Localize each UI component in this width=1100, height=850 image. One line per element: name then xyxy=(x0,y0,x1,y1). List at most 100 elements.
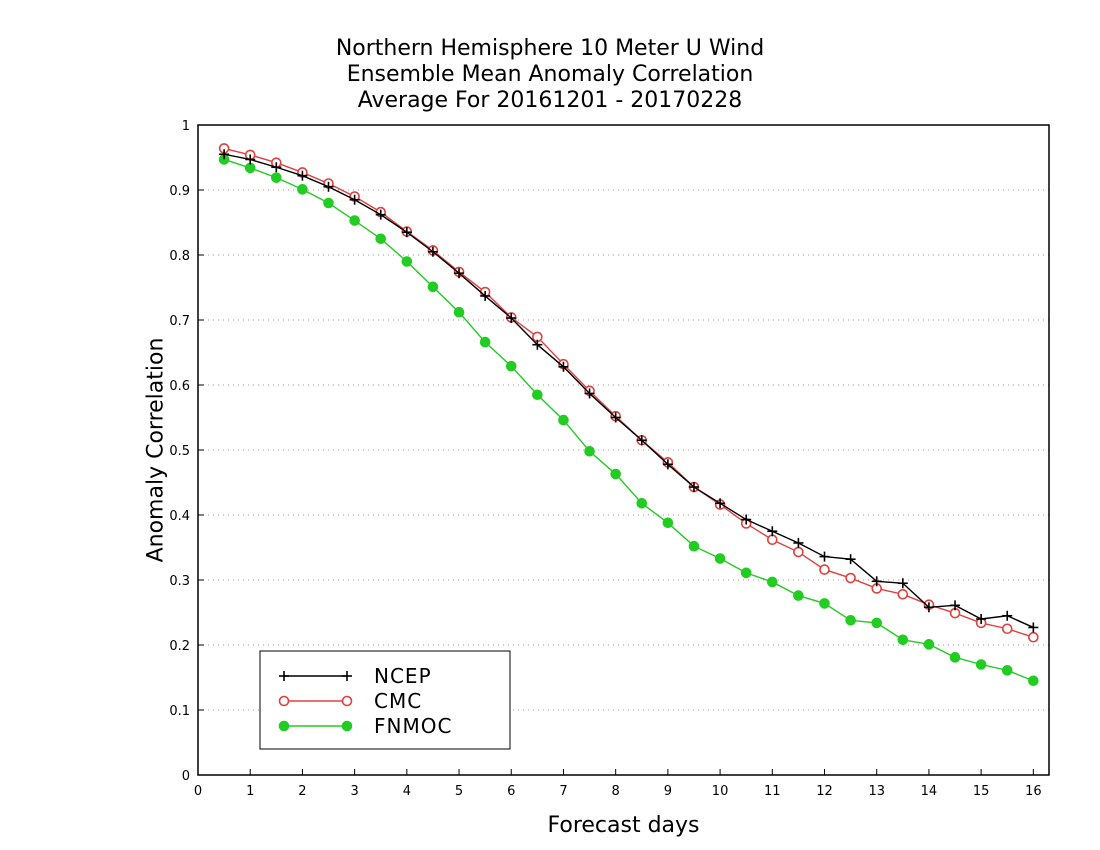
x-tick-label-0: 0 xyxy=(194,784,202,799)
data-point-ncep-20 xyxy=(741,514,752,525)
data-point-fnmoc-12 xyxy=(532,389,543,401)
data-point-ncep-27 xyxy=(923,602,934,613)
data-point-fnmoc-23 xyxy=(819,598,830,609)
series-line-ncep xyxy=(223,153,1034,629)
data-point-fnmoc-7 xyxy=(401,256,413,267)
data-point-ncep-19 xyxy=(715,498,726,509)
x-axis-title: Forecast days xyxy=(547,813,699,838)
y-tick-label-3: 0.3 xyxy=(169,574,190,589)
y-tick-label-7: 0.7 xyxy=(169,314,190,329)
data-point-ncep-4 xyxy=(323,181,334,192)
y-tick-label-5: 0.5 xyxy=(169,444,190,459)
data-point-fnmoc-18 xyxy=(688,540,700,552)
data-point-ncep-18 xyxy=(688,482,699,493)
data-point-ncep-15 xyxy=(610,412,621,423)
data-point-ncep-22 xyxy=(793,537,804,548)
y-axis: 0 0.1 0.2 0.3 0.4 0.5 0.6 0.7 0.8 0.9 1 xyxy=(169,119,204,784)
data-point-ncep-31 xyxy=(1028,622,1039,633)
data-point-ncep-28 xyxy=(950,600,961,611)
series-line-cmc xyxy=(223,147,1034,638)
legend-label-ncep: NCEP xyxy=(374,664,432,688)
data-point-fnmoc-27 xyxy=(923,639,935,650)
data-point-ncep-23 xyxy=(819,551,830,562)
x-tick-label-16: 16 xyxy=(1025,784,1042,799)
data-point-fnmoc-31 xyxy=(1028,675,1039,687)
data-point-cmc-22 xyxy=(793,546,804,558)
data-point-ncep-14 xyxy=(584,388,595,399)
data-point-fnmoc-15 xyxy=(610,468,621,480)
y-tick-label-4: 0.4 xyxy=(169,509,190,524)
data-point-ncep-25 xyxy=(871,576,882,587)
data-point-ncep-5 xyxy=(349,194,360,205)
data-point-cmc-31 xyxy=(1028,631,1039,643)
data-point-fnmoc-16 xyxy=(636,498,648,509)
data-point-ncep-7 xyxy=(401,227,412,238)
data-point-ncep-6 xyxy=(375,209,386,220)
data-point-cmc-24 xyxy=(845,572,856,584)
data-point-fnmoc-20 xyxy=(740,567,752,579)
data-point-fnmoc-11 xyxy=(505,360,517,372)
legend-label-fnmoc: FNMOC xyxy=(374,714,452,738)
series-cmc xyxy=(218,143,1039,643)
series-fnmoc xyxy=(218,154,1039,687)
data-point-fnmoc-4 xyxy=(323,197,334,209)
x-tick-label-8: 8 xyxy=(612,784,620,799)
y-tick-label-6: 0.6 xyxy=(169,379,190,394)
data-point-ncep-1 xyxy=(245,154,256,165)
data-point-ncep-10 xyxy=(480,290,491,301)
data-point-fnmoc-17 xyxy=(662,517,674,529)
data-point-ncep-21 xyxy=(767,526,778,537)
data-point-fnmoc-21 xyxy=(766,576,778,588)
data-point-ncep-3 xyxy=(297,170,308,181)
x-tick-label-7: 7 xyxy=(559,784,567,799)
data-point-fnmoc-9 xyxy=(453,306,465,318)
data-point-fnmoc-30 xyxy=(1001,665,1013,676)
x-tick-label-15: 15 xyxy=(973,784,990,799)
x-tick-label-1: 1 xyxy=(246,784,254,799)
legend-item-cmc: CMC xyxy=(278,689,421,713)
legend-marker-end-cmc xyxy=(341,695,353,707)
series-ncep xyxy=(219,149,1039,633)
x-tick-label-2: 2 xyxy=(298,784,306,799)
y-tick-label-2: 0.2 xyxy=(169,639,190,654)
data-point-fnmoc-6 xyxy=(375,233,387,245)
data-point-fnmoc-14 xyxy=(584,446,595,457)
data-point-cmc-26 xyxy=(897,588,909,600)
y-axis-title: Anomaly Correlation xyxy=(144,338,169,563)
series-layer xyxy=(218,143,1039,687)
y-tick-label-8: 0.8 xyxy=(169,249,190,264)
legend-marker-end-ncep xyxy=(342,671,352,681)
chart-title-line-3: Average For 20161201 - 20170228 xyxy=(357,88,743,113)
data-point-ncep-16 xyxy=(636,435,647,446)
data-point-ncep-26 xyxy=(897,578,908,589)
legend-marker-start-fnmoc xyxy=(278,720,290,732)
x-tick-label-3: 3 xyxy=(350,784,358,799)
data-point-fnmoc-26 xyxy=(897,634,909,646)
x-tick-label-13: 13 xyxy=(868,784,885,799)
x-tick-label-10: 10 xyxy=(712,784,729,799)
data-point-fnmoc-2 xyxy=(271,172,282,183)
chart-title-line-2: Ensemble Mean Anomaly Correlation xyxy=(346,62,754,87)
data-point-ncep-17 xyxy=(662,459,673,470)
data-point-fnmoc-1 xyxy=(244,162,256,174)
data-point-fnmoc-13 xyxy=(558,414,569,426)
data-point-fnmoc-19 xyxy=(714,553,726,564)
data-point-ncep-8 xyxy=(427,246,438,257)
x-tick-label-4: 4 xyxy=(403,784,411,799)
data-point-fnmoc-29 xyxy=(975,659,987,670)
legend-box xyxy=(259,650,511,750)
y-tick-label-9: 0.9 xyxy=(169,184,190,199)
x-tick-label-6: 6 xyxy=(507,784,515,799)
data-point-fnmoc-3 xyxy=(297,184,308,195)
data-point-ncep-13 xyxy=(558,361,569,372)
y-tick-label-1: 0.1 xyxy=(169,704,190,719)
legend-marker-start-ncep xyxy=(279,671,289,681)
legend-item-ncep: NCEP xyxy=(279,664,432,688)
data-point-cmc-23 xyxy=(819,564,830,575)
y-tick-label-10: 1 xyxy=(182,119,190,134)
series-line-fnmoc xyxy=(223,158,1034,682)
data-point-ncep-24 xyxy=(845,554,856,565)
data-point-cmc-21 xyxy=(766,534,778,546)
chart-title-line-1: Northern Hemisphere 10 Meter U Wind xyxy=(335,36,765,61)
